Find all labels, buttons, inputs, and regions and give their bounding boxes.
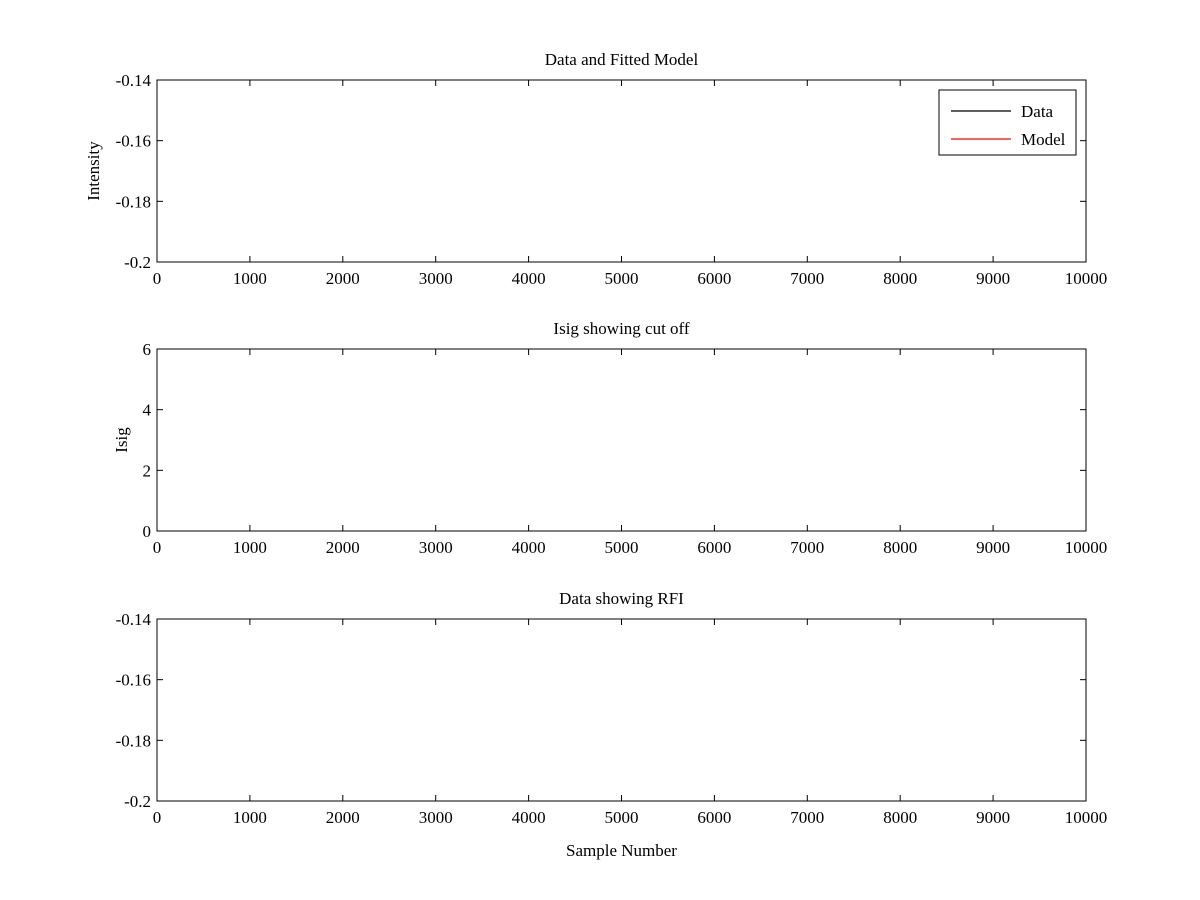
y-tick-label: 4	[143, 401, 152, 420]
legend-label-data: Data	[1021, 102, 1054, 121]
x-tick-label: 1000	[233, 538, 267, 557]
x-tick-label: 7000	[790, 269, 824, 288]
subplot-1: 0 1000 2000 3000 4000 5000 6000 7000 8000 9000 100…	[84, 50, 1107, 288]
y-tick-label: -0.2	[124, 792, 151, 811]
x-tick-label: 10000	[1065, 269, 1108, 288]
x-tick-label: 3000	[419, 808, 453, 827]
x-tick-label: 10000	[1065, 538, 1108, 557]
x-tick-label: 4000	[512, 538, 546, 557]
y-tick-label: -0.16	[116, 132, 151, 151]
x-tick-label: 8000	[883, 808, 917, 827]
y-tick-label: -0.14	[116, 71, 152, 90]
y-tick-label: 6	[143, 340, 152, 359]
x-tick-label: 9000	[976, 808, 1010, 827]
x-tick-label: 0	[153, 538, 162, 557]
x-tick-label: 10000	[1065, 808, 1108, 827]
axes-box	[156, 348, 1087, 532]
x-tick-label: 7000	[790, 538, 824, 557]
axes-box	[156, 618, 1087, 802]
x-tick-label: 4000	[512, 808, 546, 827]
subplot-3: 0 1000 2000 3000 4000 5000 6000 7000 8000 9000 100…	[116, 589, 1108, 860]
subplot-2: 0 1000 2000 3000 4000 5000 6000 7000 8000 9000 100…	[112, 319, 1107, 557]
x-tick-label: 0	[153, 808, 162, 827]
x-tick-label: 6000	[697, 808, 731, 827]
x-tick-label: 3000	[419, 538, 453, 557]
axes-box	[156, 79, 1087, 263]
chart-title: Data showing RFI	[559, 589, 684, 608]
chart-title: Data and Fitted Model	[545, 50, 699, 69]
x-tick-label: 9000	[976, 269, 1010, 288]
x-tick-label: 1000	[233, 808, 267, 827]
y-axis-label: Intensity	[84, 141, 103, 201]
x-tick-label: 5000	[605, 538, 639, 557]
x-tick-label: 6000	[697, 269, 731, 288]
x-tick-label: 9000	[976, 538, 1010, 557]
x-tick-label: 1000	[233, 269, 267, 288]
legend-label-model: Model	[1021, 130, 1066, 149]
legend: Data Model	[938, 89, 1077, 156]
x-tick-label: 2000	[326, 269, 360, 288]
y-tick-label: -0.14	[116, 610, 152, 629]
y-tick-label: -0.18	[116, 731, 151, 750]
x-tick-label: 4000	[512, 269, 546, 288]
y-tick-label: 0	[143, 522, 152, 541]
x-tick-label: 8000	[883, 269, 917, 288]
y-axis-label: Isig	[112, 427, 131, 453]
legend-box	[938, 89, 1077, 156]
x-tick-label: 6000	[697, 538, 731, 557]
x-tick-label: 2000	[326, 808, 360, 827]
x-tick-label: 5000	[605, 269, 639, 288]
y-tick-label: -0.18	[116, 192, 151, 211]
y-tick-label: -0.16	[116, 671, 151, 690]
y-tick-label: -0.2	[124, 253, 151, 272]
x-tick-label: 7000	[790, 808, 824, 827]
x-tick-label: 0	[153, 269, 162, 288]
chart-title: Isig showing cut off	[553, 319, 689, 338]
y-tick-label: 2	[143, 461, 152, 480]
x-tick-label: 8000	[883, 538, 917, 557]
x-axis-label: Sample Number	[566, 841, 677, 860]
x-tick-label: 3000	[419, 269, 453, 288]
x-tick-label: 2000	[326, 538, 360, 557]
x-tick-label: 5000	[605, 808, 639, 827]
